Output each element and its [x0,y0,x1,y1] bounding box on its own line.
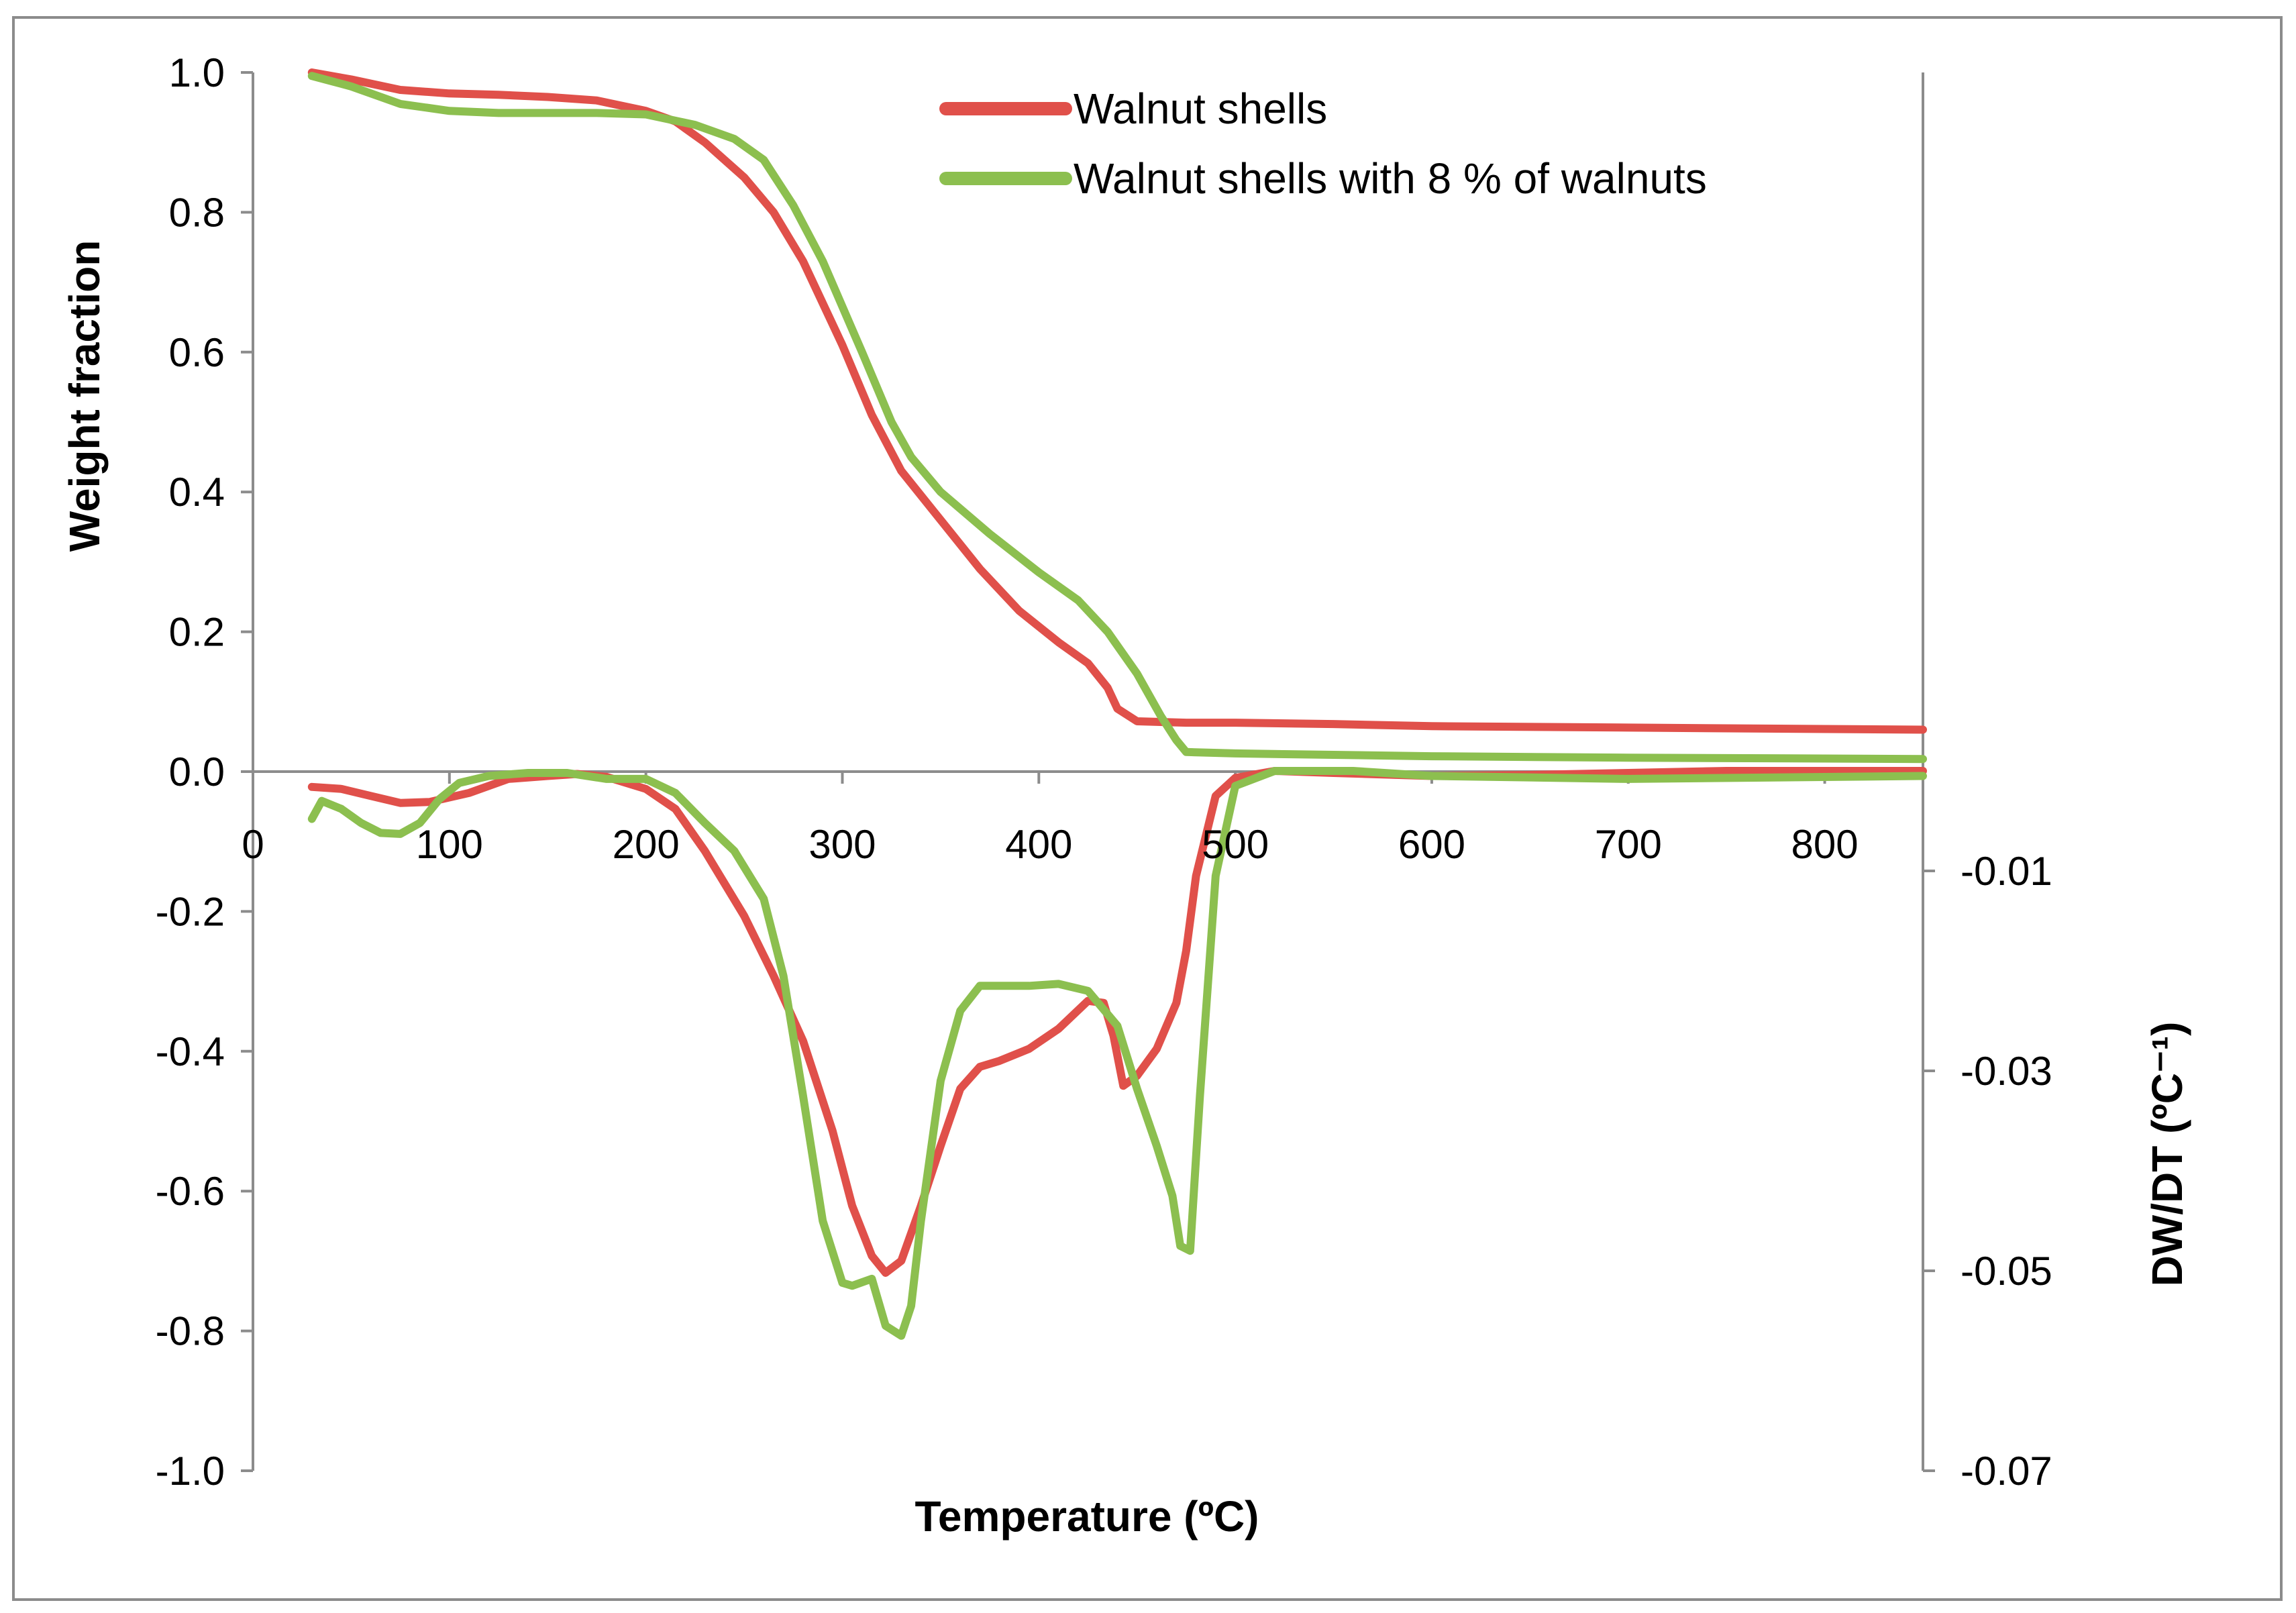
x-axis-title: Temperature (ºC) [915,1492,1259,1541]
y-tick-label: -0.2 [156,889,225,934]
tg-line-walnut-shells [307,68,1927,734]
x-tick-label: 100 [416,822,483,867]
y-tick-label: -0.8 [156,1309,225,1354]
dtg-line-walnut-shells-with-walnuts [307,767,1927,1340]
x-tick-label: 400 [1005,822,1072,867]
x-tick-label: 0 [242,822,264,867]
legend: Walnut shells Walnut shells with 8 % of … [939,85,1707,203]
x-tick-label: 500 [1202,822,1269,867]
y2-axis-title: DW/DT (ºC⁻¹) [2143,1022,2191,1287]
y-tick-label: 0.4 [169,470,225,515]
y2-tick-label: -0.03 [1961,1049,2052,1094]
y-axis-title: Weight fraction [60,240,109,552]
y-tick-label: -0.6 [156,1169,225,1214]
x-tick-label: 800 [1791,822,1859,867]
y2-tick-label: -0.07 [1961,1449,2052,1494]
y2-tick-label: -0.01 [1961,849,2052,894]
x-tick-label: 600 [1398,822,1465,867]
labels-layer: 1.0 0.8 0.6 0.4 0.2 0.0 -0.2 -0.4 -0.6 -0.8 -1.0 0 1… [156,50,2052,1494]
y-tick-label: 0.6 [169,330,225,375]
y-tick-label: 0.0 [169,749,225,794]
x-tick-label: 700 [1595,822,1662,867]
series-layer [307,68,1927,1340]
legend-label-walnut-shells-with-walnuts: Walnut shells with 8 % of walnuts [1074,154,1707,203]
y-tick-label: -1.0 [156,1449,225,1494]
y2-tick-label: -0.05 [1961,1249,2052,1294]
legend-label-walnut-shells: Walnut shells [1074,85,1327,133]
y-tick-label: 1.0 [169,50,225,95]
chart-frame [12,16,2283,1601]
x-tick-label: 300 [808,822,876,867]
x-tick-label: 200 [613,822,680,867]
y-tick-label: -0.4 [156,1029,225,1074]
y-tick-label: 0.8 [169,190,225,235]
tg-line-walnut-shells-with-walnuts [307,72,1927,764]
y-tick-label: 0.2 [169,610,225,655]
